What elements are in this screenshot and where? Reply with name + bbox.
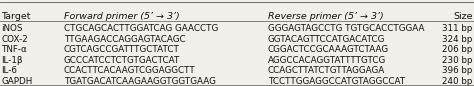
Text: TTGAAGACCAGGAGTACAGC: TTGAAGACCAGGAGTACAGC bbox=[64, 35, 186, 44]
Text: Size: Size bbox=[453, 12, 473, 21]
Text: TCCTTGGAGGCCATGTAGGCCAT: TCCTTGGAGGCCATGTAGGCCAT bbox=[268, 77, 405, 86]
Text: Forward primer (5’ → 3’): Forward primer (5’ → 3’) bbox=[64, 12, 180, 21]
Text: 230 bp: 230 bp bbox=[442, 56, 473, 65]
Text: GGTACAGTTCCATGACATCG: GGTACAGTTCCATGACATCG bbox=[268, 35, 385, 44]
Text: COX-2: COX-2 bbox=[1, 35, 28, 44]
Text: 206 bp: 206 bp bbox=[442, 45, 473, 54]
Text: Reverse primer (5’ → 3’): Reverse primer (5’ → 3’) bbox=[268, 12, 383, 21]
Text: 324 bp: 324 bp bbox=[442, 35, 473, 44]
Text: IL-6: IL-6 bbox=[1, 66, 17, 75]
Text: CGGACTCCGCAAAGTCTAAG: CGGACTCCGCAAAGTCTAAG bbox=[268, 45, 389, 54]
Text: Target: Target bbox=[1, 12, 31, 21]
Text: GGGAGTAGCCTG TGTGCACCTGGAA: GGGAGTAGCCTG TGTGCACCTGGAA bbox=[268, 24, 424, 33]
Text: TNF-α: TNF-α bbox=[1, 45, 27, 54]
Text: 396 bp: 396 bp bbox=[442, 66, 473, 75]
Text: CTGCAGCACTTGGATCAG GAACCTG: CTGCAGCACTTGGATCAG GAACCTG bbox=[64, 24, 218, 33]
Text: IL-1β: IL-1β bbox=[1, 56, 23, 65]
Text: GCCCATCCTCTGTGACTCAT: GCCCATCCTCTGTGACTCAT bbox=[64, 56, 181, 65]
Text: GAPDH: GAPDH bbox=[1, 77, 33, 86]
Text: CCACTTCACAAGTCGGAGGCTT: CCACTTCACAAGTCGGAGGCTT bbox=[64, 66, 196, 75]
Text: 240 bp: 240 bp bbox=[442, 77, 473, 86]
Text: iNOS: iNOS bbox=[1, 24, 23, 33]
Text: AGGCCACAGGTATTTTGTCG: AGGCCACAGGTATTTTGTCG bbox=[268, 56, 386, 65]
Text: TGATGACATCAAGAAGGTGGTGAAG: TGATGACATCAAGAAGGTGGTGAAG bbox=[64, 77, 216, 86]
Text: 311 bp: 311 bp bbox=[442, 24, 473, 33]
Text: CGTCAGCCGATTTGCTATCT: CGTCAGCCGATTTGCTATCT bbox=[64, 45, 180, 54]
Text: CCAGCTTATCTGTTAGGAGA: CCAGCTTATCTGTTAGGAGA bbox=[268, 66, 385, 75]
